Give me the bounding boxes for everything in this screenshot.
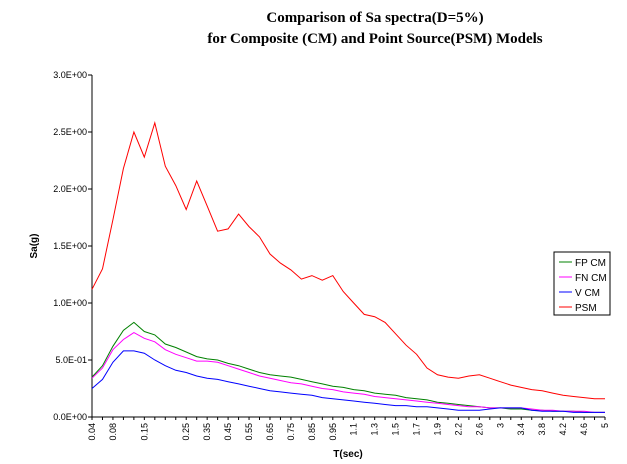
legend-label: FP CM <box>575 258 606 269</box>
y-tick-label: 0.0E+00 <box>53 412 87 422</box>
x-tick-label: 1.1 <box>349 423 359 436</box>
x-tick-label: 0.15 <box>139 423 149 441</box>
y-tick-label: 5.0E-01 <box>55 355 87 365</box>
x-tick-label: 0.08 <box>108 423 118 441</box>
series-lines <box>91 121 605 413</box>
x-tick-label: 3 <box>495 423 505 428</box>
x-tick-label: 5 <box>600 423 610 428</box>
x-tick-label: 0.35 <box>202 423 212 441</box>
x-tick-label: 1.9 <box>432 423 442 436</box>
x-tick-label: 0.25 <box>181 423 191 441</box>
x-tick-label: 0.04 <box>87 423 97 441</box>
legend: FP CM FN CM V CM PSM <box>553 251 611 316</box>
x-axis-ticks: 0.04 0.08 0.15 0.25 0.35 0.45 0.55 0.65 0.75 0.85… <box>87 417 610 441</box>
series-line-psm <box>91 121 605 400</box>
x-tick-label: 0.95 <box>328 423 338 441</box>
x-tick-label: 1.3 <box>370 423 380 436</box>
x-tick-label: 0.65 <box>265 423 275 441</box>
y-tick-label: 1.0E+00 <box>53 298 87 308</box>
x-tick-label: 0.75 <box>286 423 296 441</box>
y-axis-label: Sa(g) <box>29 234 40 259</box>
x-tick-label: 2.6 <box>474 423 484 436</box>
x-tick-label: 2.2 <box>453 423 463 436</box>
y-tick-label: 3.0E+00 <box>53 70 87 80</box>
x-tick-label: 3.8 <box>537 423 547 436</box>
x-tick-label: 4.6 <box>579 423 589 436</box>
y-tick-label: 1.5E+00 <box>53 241 87 251</box>
x-tick-label: 1.7 <box>412 423 422 436</box>
x-tick-label: 1.5 <box>391 423 401 436</box>
y-tick-label: 2.5E+00 <box>53 127 87 137</box>
x-tick-label: 0.55 <box>244 423 254 441</box>
x-axis-label: T(sec) <box>333 449 362 460</box>
chart-title-line2: for Composite (CM) and Point Source(PSM)… <box>207 31 542 47</box>
y-axis-ticks: 0.0E+00 5.0E-01 1.0E+00 1.5E+00 2.0E+00 2.5E+… <box>53 70 92 422</box>
x-tick-label: 0.85 <box>307 423 317 441</box>
x-tick-label: 3.4 <box>516 423 526 436</box>
legend-label: V CM <box>575 288 600 299</box>
series-line-v-cm <box>91 350 605 413</box>
x-tick-label: 4.2 <box>558 423 568 436</box>
y-tick-label: 2.0E+00 <box>53 184 87 194</box>
chart-title-line1: Comparison of Sa spectra(D=5%) <box>266 10 483 26</box>
series-line-fp-cm <box>91 321 605 413</box>
x-tick-label: 0.45 <box>223 423 233 441</box>
legend-label: FN CM <box>575 273 607 284</box>
legend-label: PSM <box>575 303 597 314</box>
plot-area <box>92 75 605 417</box>
